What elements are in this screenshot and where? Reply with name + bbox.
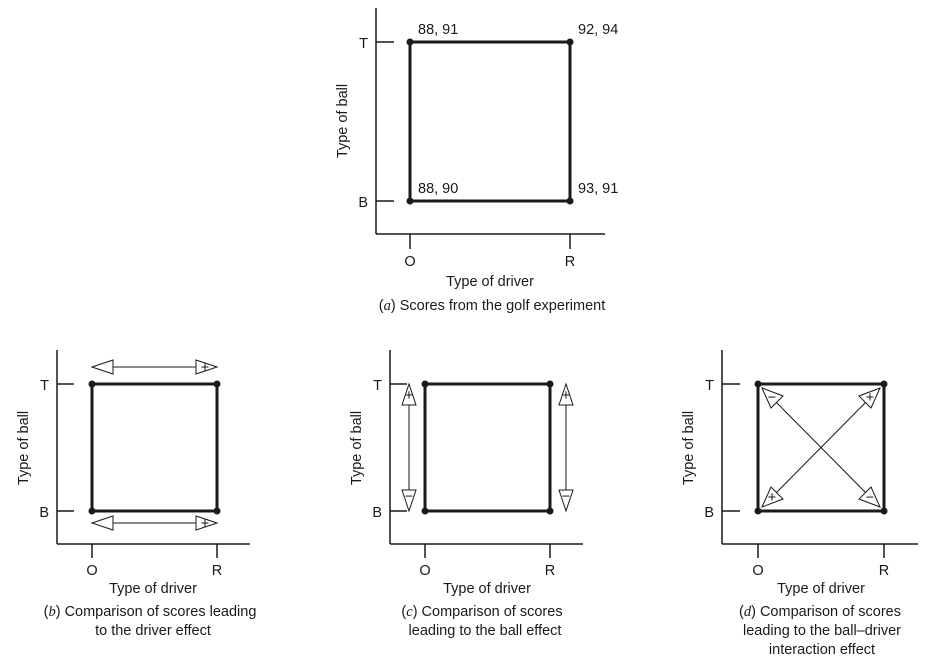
panel-d: + + − − T B O R Type of driver Type of b… (681, 350, 918, 658)
panel-c: + − + − T B O R Type of driver Type of b… (349, 350, 583, 639)
panel-b-x-tick-r: R (212, 563, 222, 579)
panel-c-right-comparison-arrow: + − (558, 382, 574, 513)
panel-d-caption-line1: (d) Comparison of scores (739, 604, 901, 620)
panel-b: + + T B O R Type of driver Type of ball … (16, 350, 256, 639)
panel-d-y-tick-t: T (705, 378, 714, 394)
panel-d-y-tick-b: B (704, 505, 714, 521)
panel-c-x-label: Type of driver (443, 581, 531, 597)
panel-b-y-tick-b: B (39, 505, 49, 521)
panel-a-score-BO: 88, 90 (418, 181, 458, 197)
panel-c-caption-line2: leading to the ball effect (409, 623, 562, 639)
panel-a-x-label: Type of driver (446, 274, 534, 290)
panel-d-x-tick-r: R (879, 563, 889, 579)
panel-b-bottom-comparison-arrow: + (90, 515, 219, 532)
panel-c-point-TR (546, 380, 554, 388)
panel-d-point-BR (880, 507, 888, 515)
panel-a-point-TR (566, 38, 574, 46)
panel-a-x-tick-o: O (404, 254, 415, 270)
panel-b-x-tick-o: O (86, 563, 97, 579)
panel-b-y-tick-t: T (40, 378, 49, 394)
panel-d-design-square (756, 382, 886, 513)
panel-b-y-label: Type of ball (16, 411, 32, 485)
panel-c-point-TO (421, 380, 429, 388)
panel-b-design-square (90, 382, 219, 513)
panel-c-caption-line1: (c) Comparison of scores (401, 604, 562, 620)
panel-b-point-BO (88, 507, 96, 515)
panel-c-y-label: Type of ball (349, 411, 365, 485)
panel-a-point-TO (406, 38, 414, 46)
panel-d-diagonal-arrow-negative: − − (761, 387, 881, 508)
panel-a-design-square (408, 40, 572, 203)
panel-d-x-label: Type of driver (777, 581, 865, 597)
panel-c-point-BO (421, 507, 429, 515)
panel-b-bottom-plus-sign: + (201, 516, 209, 532)
panel-d-x-tick-o: O (752, 563, 763, 579)
panel-c-y-tick-b: B (372, 505, 382, 521)
panel-a-point-BR (566, 197, 574, 205)
panel-d-caption-line3: interaction effect (769, 642, 875, 658)
panel-b-x-label: Type of driver (109, 581, 197, 597)
panel-d-to-minus-sign: − (768, 390, 776, 406)
panel-d-br-minus-sign: − (866, 490, 874, 506)
panel-d-y-label: Type of ball (681, 411, 697, 485)
panel-a-score-TR: 92, 94 (578, 22, 618, 38)
panel-a-caption: (a) Scores from the golf experiment (379, 298, 605, 314)
panel-d-tr-plus-sign: + (866, 390, 874, 406)
panel-d-point-TO (754, 380, 762, 388)
panel-a-score-BR: 93, 91 (578, 181, 618, 197)
panel-c-right-plus-sign: + (562, 388, 570, 404)
panel-c-left-minus-sign: − (405, 489, 413, 505)
panel-a-score-TO: 88, 91 (418, 22, 458, 38)
panel-a-y-tick-t: T (359, 36, 368, 52)
panel-c-design-square (423, 382, 552, 513)
panel-b-point-BR (213, 507, 221, 515)
panel-a-y-tick-b: B (358, 195, 368, 211)
panel-b-point-TR (213, 380, 221, 388)
panel-a: T B O R Type of driver Type of ball 88, … (335, 8, 618, 314)
panel-a-x-tick-r: R (565, 254, 575, 270)
panel-d-bo-plus-sign: + (768, 490, 776, 506)
panel-b-top-comparison-arrow: + (90, 359, 219, 376)
panel-c-x-tick-o: O (419, 563, 430, 579)
panel-c-left-plus-sign: + (405, 388, 413, 404)
panel-c-left-comparison-arrow: + − (401, 382, 417, 513)
panel-b-top-plus-sign: + (201, 360, 209, 376)
panel-b-caption-line1: (b) Comparison of scores leading (44, 604, 257, 620)
panel-c-point-BR (546, 507, 554, 515)
panel-c-right-minus-sign: − (562, 489, 570, 505)
panel-c-y-tick-t: T (373, 378, 382, 394)
panel-d-caption-line2: leading to the ball–driver (743, 623, 901, 639)
panel-d-point-BO (754, 507, 762, 515)
panel-b-caption-line2: to the driver effect (95, 623, 211, 639)
panel-d-point-TR (880, 380, 888, 388)
panel-c-x-tick-r: R (545, 563, 555, 579)
panel-a-y-label: Type of ball (335, 84, 351, 158)
panel-a-point-BO (406, 197, 414, 205)
panel-b-point-TO (88, 380, 96, 388)
